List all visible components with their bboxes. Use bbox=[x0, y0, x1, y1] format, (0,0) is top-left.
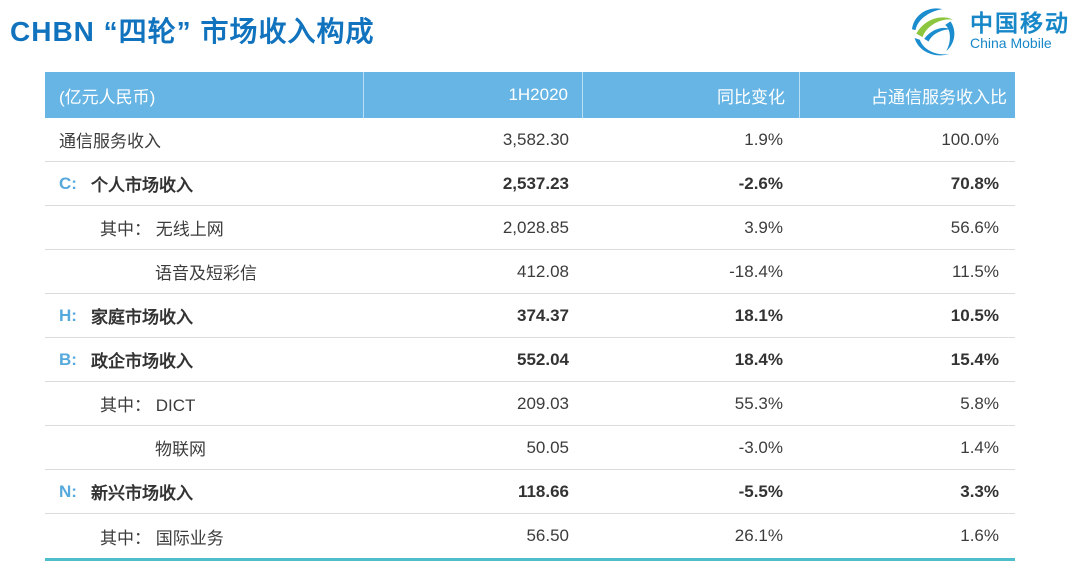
row-label-text: 语音及短彩信 bbox=[155, 264, 257, 283]
row-value: -18.4% bbox=[729, 261, 783, 281]
row-value: 50.05 bbox=[526, 437, 569, 457]
row-value: 118.66 bbox=[517, 481, 569, 501]
logo-name-zh: 中国移动 bbox=[970, 9, 1070, 36]
row-label: 物联网 bbox=[45, 426, 363, 469]
row-label-text: 新兴市场收入 bbox=[90, 484, 193, 503]
row-value: 3.3% bbox=[960, 481, 999, 501]
chbn-prefix: B: bbox=[59, 349, 77, 369]
table-row: 语音及短彩信 412.08 -18.4% 11.5% bbox=[45, 250, 1015, 294]
table-row: N: 新兴市场收入 118.66 -5.5% 3.3% bbox=[45, 470, 1015, 514]
row-value: 3,582.30 bbox=[502, 129, 569, 149]
column-header: 同比变化 bbox=[582, 72, 799, 118]
table-row: 其中： 国际业务 56.50 26.1% 1.6% bbox=[45, 514, 1015, 558]
column-header: (亿元人民币) bbox=[59, 87, 156, 107]
row-label-text: 家庭市场收入 bbox=[90, 308, 193, 327]
table-row: B: 政企市场收入 552.04 18.4% 15.4% bbox=[45, 338, 1015, 382]
revenue-table: (亿元人民币) 1H2020 同比变化 占通信服务收入比 通信服务收入 3,582.30… bbox=[45, 72, 1015, 561]
row-value: 26.1% bbox=[734, 526, 783, 545]
chbn-prefix: C: bbox=[59, 173, 77, 193]
row-value: 1.9% bbox=[744, 129, 783, 149]
row-value: 3.9% bbox=[744, 217, 783, 237]
row-label: N: 新兴市场收入 bbox=[45, 470, 363, 513]
row-value: 209.03 bbox=[517, 393, 569, 413]
logo-text: 中国移动 China Mobile bbox=[970, 9, 1070, 52]
china-mobile-logo: 中国移动 China Mobile bbox=[904, 3, 1070, 59]
row-label-text: 其中： 国际业务 bbox=[100, 528, 224, 548]
row-value: 11.5% bbox=[952, 261, 999, 281]
row-value: 70.8% bbox=[950, 173, 999, 193]
row-value: 2,537.23 bbox=[502, 173, 569, 193]
table-row: C: 个人市场收入 2,537.23 -2.6% 70.8% bbox=[45, 162, 1015, 206]
row-value: 18.4% bbox=[734, 349, 783, 369]
revenue-table-body: 通信服务收入 3,582.30 1.9% 100.0% C: 个人市场收入 2,537.23… bbox=[45, 118, 1015, 558]
row-value: -3.0% bbox=[738, 437, 783, 457]
row-label-text: 物联网 bbox=[155, 440, 206, 459]
table-row: 其中： 无线上网 2,028.85 3.9% 56.6% bbox=[45, 206, 1015, 250]
china-mobile-logo-icon bbox=[904, 3, 962, 59]
row-value: 18.1% bbox=[734, 305, 783, 325]
row-label: B: 政企市场收入 bbox=[45, 338, 363, 381]
row-value: 1.6% bbox=[960, 526, 999, 545]
row-value: -2.6% bbox=[738, 173, 783, 193]
row-value: 100.0% bbox=[941, 129, 999, 149]
column-header: 1H2020 bbox=[363, 72, 582, 118]
revenue-table-header: (亿元人民币) 1H2020 同比变化 占通信服务收入比 bbox=[45, 72, 1015, 118]
table-row: 其中： DICT 209.03 55.3% 5.8% bbox=[45, 382, 1015, 426]
row-label-text: 通信服务收入 bbox=[59, 132, 161, 151]
chbn-prefix: H: bbox=[59, 305, 77, 325]
row-value: 1.4% bbox=[960, 437, 999, 457]
table-row: 物联网 50.05 -3.0% 1.4% bbox=[45, 426, 1015, 470]
row-label: 语音及短彩信 bbox=[45, 250, 363, 293]
page-title: CHBN “四轮” 市场收入构成 bbox=[10, 16, 375, 47]
row-value: 2,028.85 bbox=[502, 217, 569, 237]
chbn-prefix: N: bbox=[59, 481, 77, 501]
row-label-text: 政企市场收入 bbox=[90, 352, 193, 371]
row-value: 552.04 bbox=[517, 349, 569, 369]
row-label: 其中： DICT bbox=[45, 382, 363, 425]
row-label-text: 其中： 无线上网 bbox=[100, 220, 224, 239]
row-label: C: 个人市场收入 bbox=[45, 162, 363, 205]
table-row: H: 家庭市场收入 374.37 18.1% 10.5% bbox=[45, 294, 1015, 338]
row-label-text: 个人市场收入 bbox=[90, 176, 193, 195]
row-label: 通信服务收入 bbox=[45, 118, 363, 161]
row-value: 10.5% bbox=[950, 305, 999, 325]
row-value: 374.37 bbox=[517, 305, 569, 325]
column-header: 占通信服务收入比 bbox=[799, 72, 1015, 118]
row-value: 15.4% bbox=[950, 349, 999, 369]
row-value: 56.6% bbox=[950, 217, 999, 237]
row-label: 其中： 无线上网 bbox=[45, 206, 363, 249]
logo-name-en: China Mobile bbox=[970, 34, 1052, 51]
row-value: 56.50 bbox=[526, 526, 569, 545]
row-label: H: 家庭市场收入 bbox=[45, 294, 363, 337]
table-row: 通信服务收入 3,582.30 1.9% 100.0% bbox=[45, 118, 1015, 162]
row-value: 55.3% bbox=[734, 393, 783, 413]
row-value: -5.5% bbox=[738, 481, 783, 501]
row-label-text: 其中： DICT bbox=[100, 396, 196, 415]
row-value: 412.08 bbox=[517, 261, 569, 281]
row-label: 其中： 国际业务 bbox=[45, 514, 363, 558]
row-value: 5.8% bbox=[960, 393, 999, 413]
